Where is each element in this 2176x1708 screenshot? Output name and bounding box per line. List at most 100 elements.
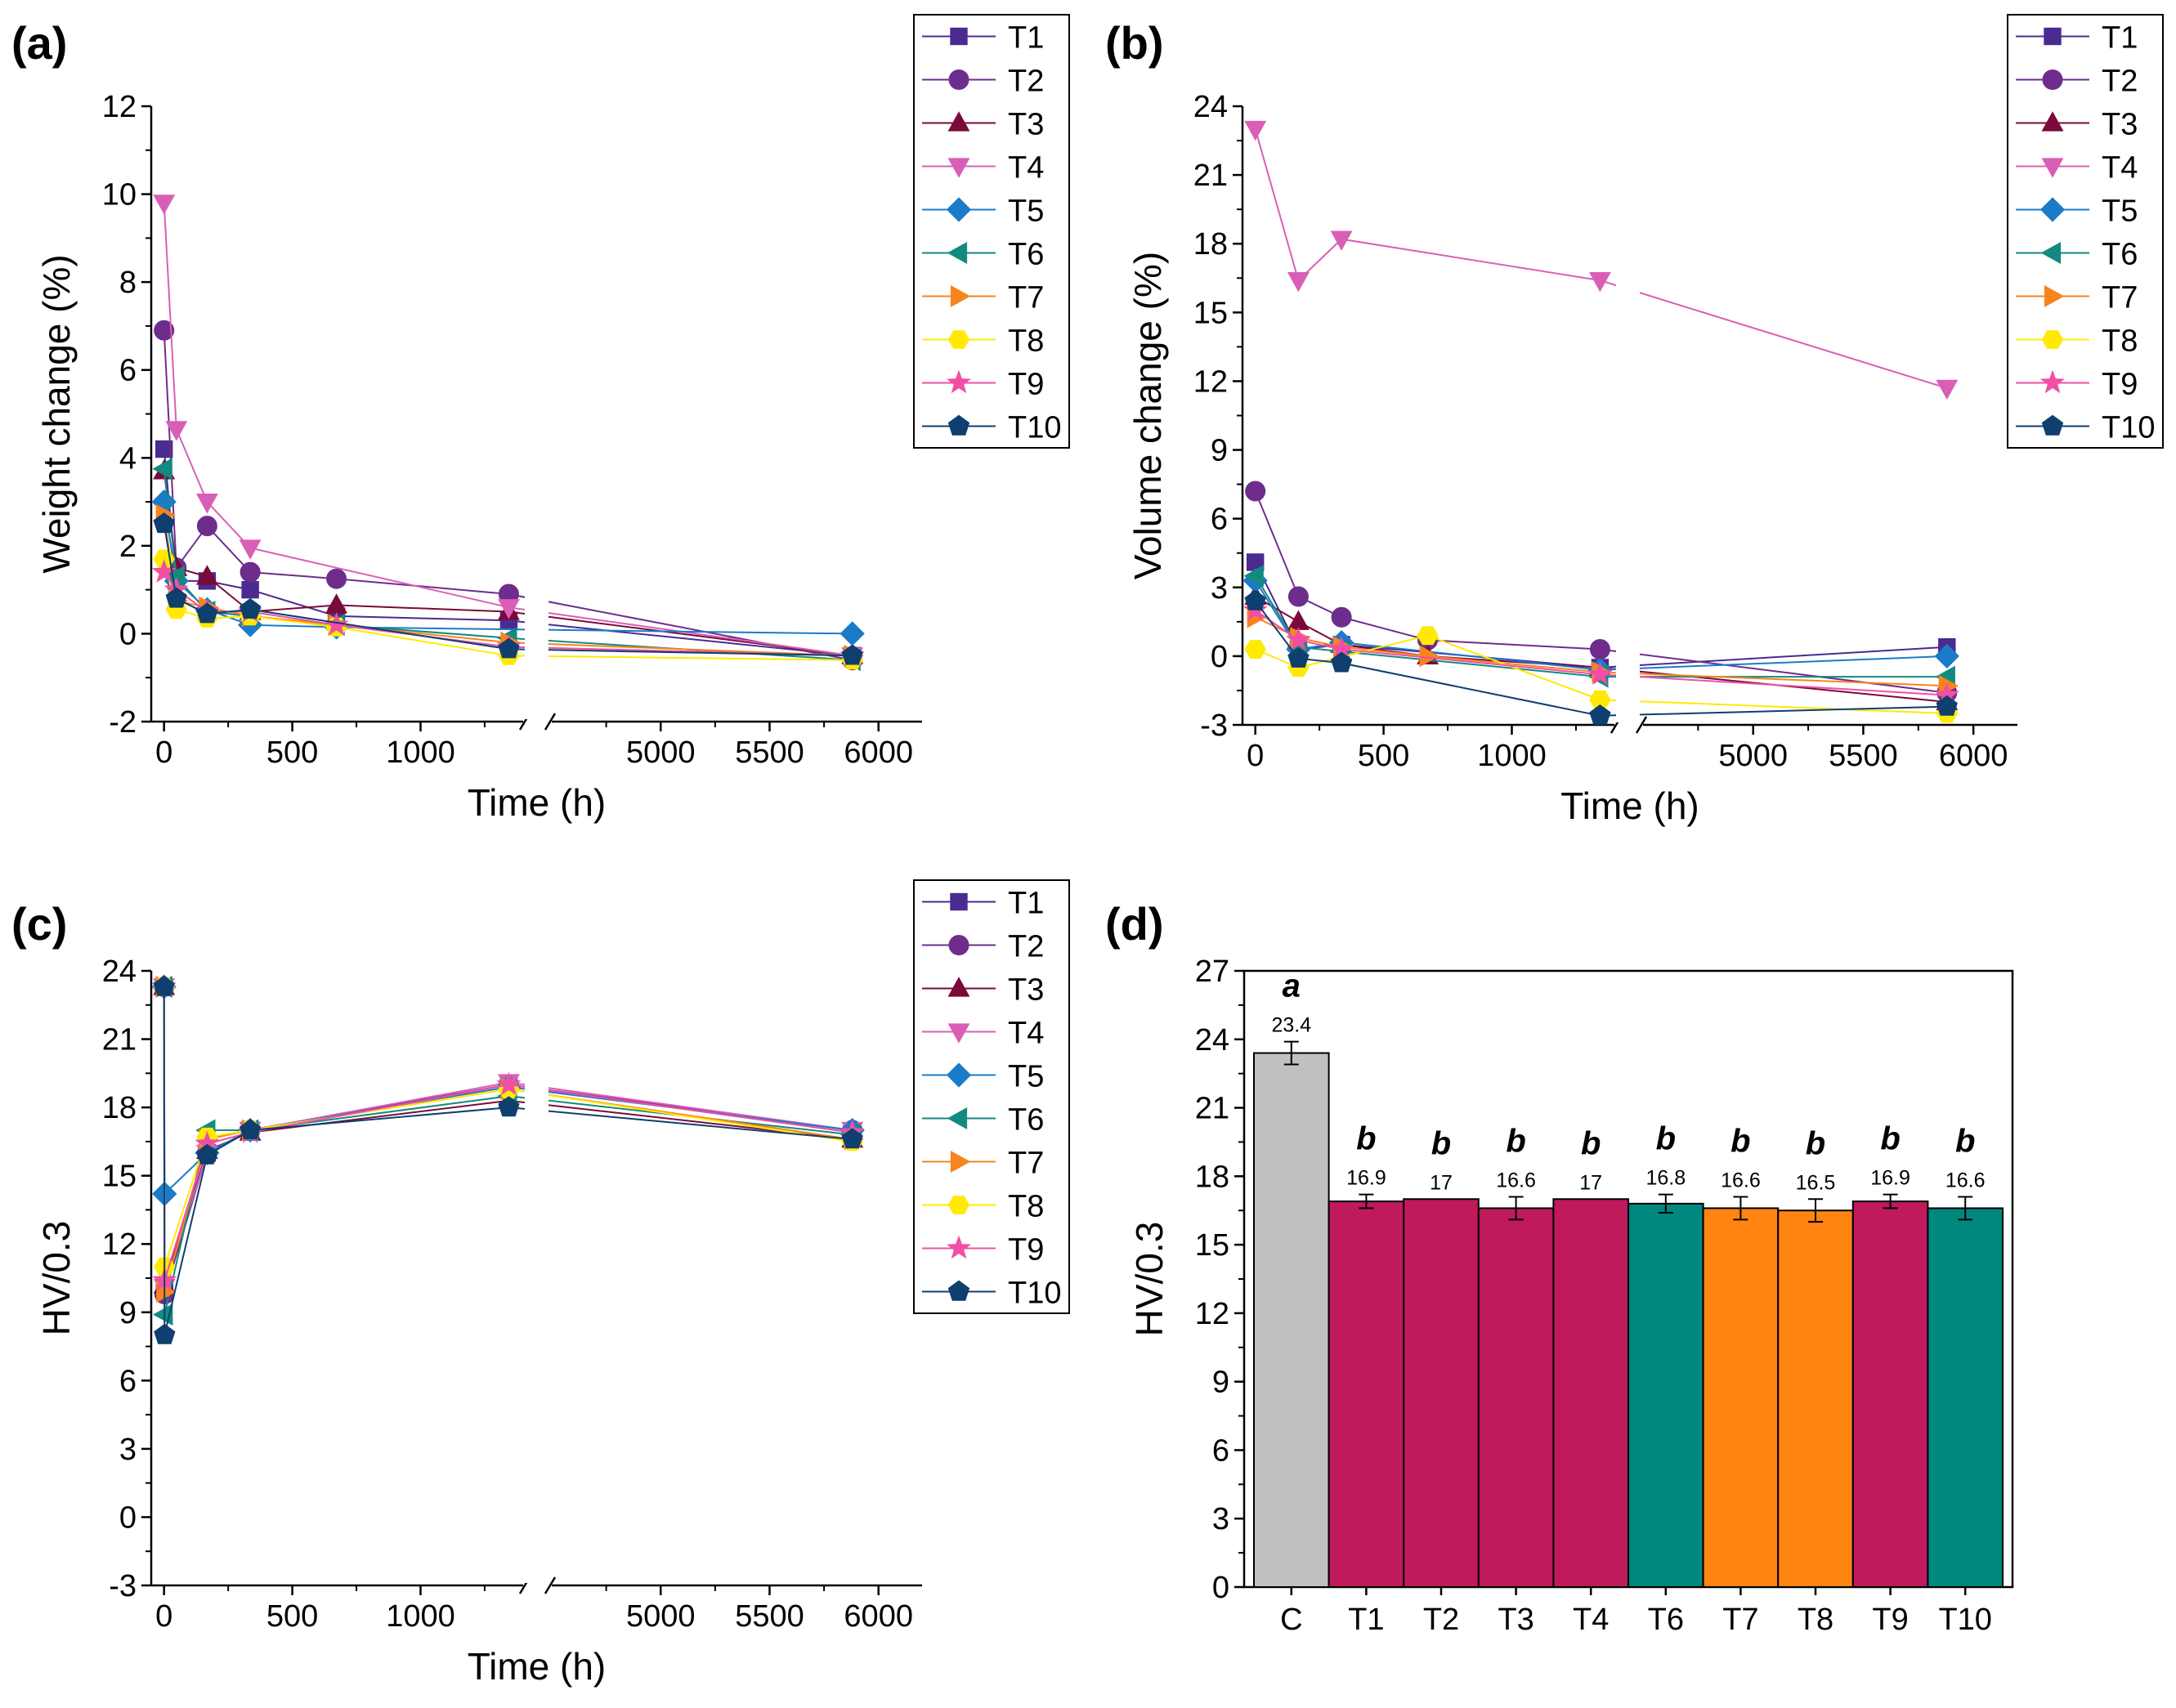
data-point: [240, 597, 262, 619]
y-tick-label: -3: [1200, 709, 1228, 743]
bar-group-c: 23.4 a C: [1253, 968, 1330, 1637]
data-point: [1243, 565, 1264, 588]
x-tick-label: 6000: [844, 736, 913, 770]
data-point: [1417, 626, 1439, 646]
series-t10: [153, 975, 863, 1344]
legend-marker: [946, 1235, 972, 1259]
data-point: [1589, 704, 1611, 725]
legend-marker: [2041, 414, 2064, 436]
series-line: [1254, 490, 1947, 694]
data-point: [498, 1096, 520, 1117]
y-tick-label: 15: [1195, 1228, 1229, 1263]
x-tick-label: 0: [155, 1599, 172, 1634]
series-line: [163, 986, 853, 1335]
series-line: [163, 986, 853, 1285]
bar-group-t6: 16.8 b T6: [1628, 1121, 1704, 1637]
bar: [1253, 1052, 1330, 1588]
legend: T1 T2 T3 T4 T5 T6 T7 T8 T9 T10: [913, 14, 1070, 449]
y-tick-label: 27: [1195, 955, 1229, 989]
series-line: [163, 986, 853, 1288]
legend-label: T10: [2102, 411, 2155, 445]
y-tick-label: 24: [102, 955, 137, 989]
data-point: [1936, 379, 1959, 400]
data-label: 16.8: [1645, 1167, 1686, 1190]
series-t6: [152, 976, 861, 1326]
series-t1: [154, 977, 862, 1299]
legend-marker: [2039, 369, 2066, 394]
data-label: 16.9: [1346, 1167, 1386, 1190]
series-t4: [153, 194, 864, 668]
data-point: [195, 565, 218, 585]
x-tick-label: T3: [1498, 1603, 1533, 1637]
x-tick-label: T9: [1872, 1603, 1908, 1637]
legend-marker: [947, 977, 970, 997]
y-axis-title: HV/0.3: [1128, 1222, 1171, 1337]
legend-marker: [950, 27, 968, 46]
y-tick-label: 6: [119, 1364, 137, 1398]
x-tick-label: 5000: [626, 1599, 696, 1634]
y-tick-label: 15: [1193, 296, 1228, 330]
x-tick-label: T1: [1348, 1603, 1384, 1637]
y-tick-label: 6: [1211, 503, 1228, 537]
panel-label-c: (c): [11, 898, 67, 950]
significance-letter: b: [1581, 1125, 1601, 1161]
bar-group-t10: 16.6 b T10: [1927, 1123, 2004, 1637]
y-tick-label: 0: [1212, 1571, 1229, 1605]
bar-group-t7: 16.6 b T7: [1702, 1123, 1780, 1637]
legend-label: T2: [2102, 65, 2138, 99]
series-line: [1254, 128, 1948, 389]
legend-marker: [2041, 158, 2064, 178]
x-tick-label: 6000: [1939, 739, 2008, 773]
x-tick-label: 5500: [735, 1599, 804, 1634]
legend-label: T8: [2102, 324, 2138, 359]
legend-marker: [947, 1196, 970, 1214]
data-point: [841, 1128, 863, 1149]
significance-letter: a: [1283, 968, 1301, 1004]
bar: [1851, 1201, 1929, 1589]
y-tick-label: 24: [1193, 90, 1228, 124]
axis-break-gap: [525, 106, 548, 719]
legend-label: T9: [2102, 368, 2138, 402]
x-tick-label: 500: [266, 736, 318, 770]
y-tick-label: 18: [1195, 1160, 1229, 1194]
x-axis-title: Time (h): [1560, 785, 1699, 827]
data-point: [195, 494, 218, 514]
bar: [1628, 1202, 1704, 1589]
series-t1: [154, 440, 862, 665]
bar-group-t1: 16.9 b T1: [1328, 1121, 1405, 1637]
legend-label: T1: [1008, 21, 1044, 56]
legend-label: T7: [2102, 281, 2138, 315]
x-tick-label: T10: [1938, 1603, 1991, 1637]
legend-marker: [948, 935, 969, 955]
legend-marker: [950, 285, 971, 307]
data-point: [154, 320, 175, 341]
panel-label-d: (d): [1105, 898, 1164, 950]
data-point: [196, 1143, 218, 1165]
data-point: [239, 539, 262, 560]
data-point: [1244, 120, 1267, 141]
data-label: 17: [1430, 1171, 1453, 1194]
x-tick-label: 1000: [386, 1599, 455, 1634]
data-label: 16.6: [1721, 1169, 1761, 1192]
data-point: [165, 421, 188, 441]
bar-group-t8: 16.5 b T8: [1777, 1125, 1854, 1637]
y-tick-label: 8: [119, 266, 137, 300]
legend-marker: [947, 158, 970, 178]
data-point: [153, 512, 175, 534]
legend-marker: [950, 892, 968, 911]
x-tick-label: 1000: [386, 736, 455, 770]
legend-label: T8: [1008, 1190, 1044, 1224]
legend-label: T6: [1008, 238, 1044, 272]
legend-label: T4: [2102, 151, 2138, 186]
bar: [1702, 1207, 1780, 1589]
data-point: [841, 644, 863, 665]
legend-label: T3: [2102, 108, 2138, 142]
legend-marker: [2041, 111, 2064, 132]
x-tick-label: 5000: [1718, 739, 1788, 773]
legend-marker: [947, 330, 970, 349]
bar: [1552, 1198, 1630, 1589]
y-tick-label: 10: [102, 178, 137, 212]
panel-label-b: (b): [1105, 17, 1164, 69]
legend-label: T3: [1008, 973, 1044, 1008]
